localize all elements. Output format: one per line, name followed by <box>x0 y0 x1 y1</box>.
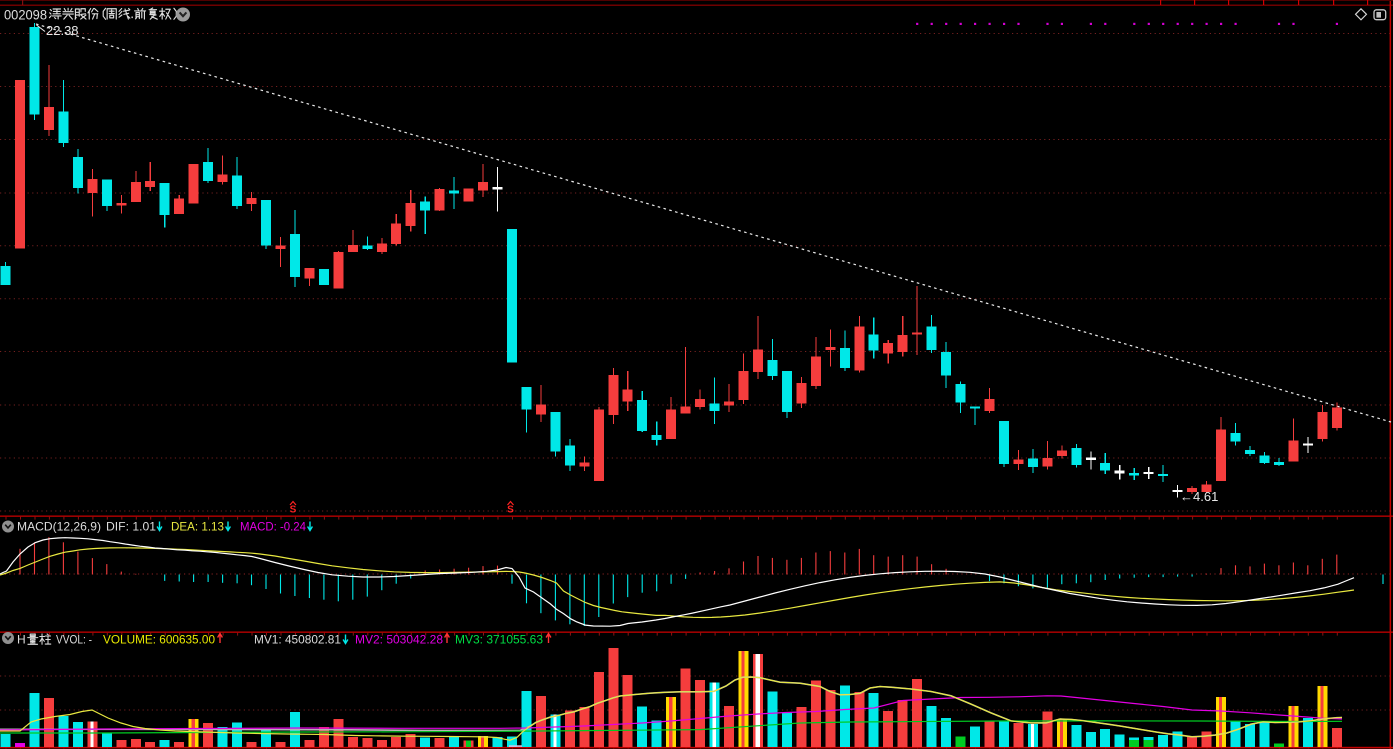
svg-text:DIF: 1.01: DIF: 1.01 <box>106 520 156 534</box>
svg-text:MV1: 450802.81: MV1: 450802.81 <box>254 633 341 647</box>
svg-text:S: S <box>507 505 514 516</box>
svg-text:←4.61: ←4.61 <box>1180 489 1218 504</box>
svg-text:S: S <box>290 505 297 516</box>
svg-text:22.38: 22.38 <box>46 23 79 38</box>
svg-text:MV2: 503042.28: MV2: 503042.28 <box>355 633 443 647</box>
svg-text:MV3: 371055.63: MV3: 371055.63 <box>455 633 543 647</box>
svg-text:DEA: 1.13: DEA: 1.13 <box>171 520 224 534</box>
svg-text:MACD(12,26,9): MACD(12,26,9) <box>17 520 101 534</box>
svg-text:VOLUME: 600635.00: VOLUME: 600635.00 <box>103 633 215 647</box>
svg-text:VVOL: -: VVOL: - <box>56 633 92 647</box>
svg-text:002098: 002098 <box>4 7 47 23</box>
svg-text:MACD: -0.24: MACD: -0.24 <box>240 520 306 534</box>
svg-text:H: H <box>17 633 26 647</box>
